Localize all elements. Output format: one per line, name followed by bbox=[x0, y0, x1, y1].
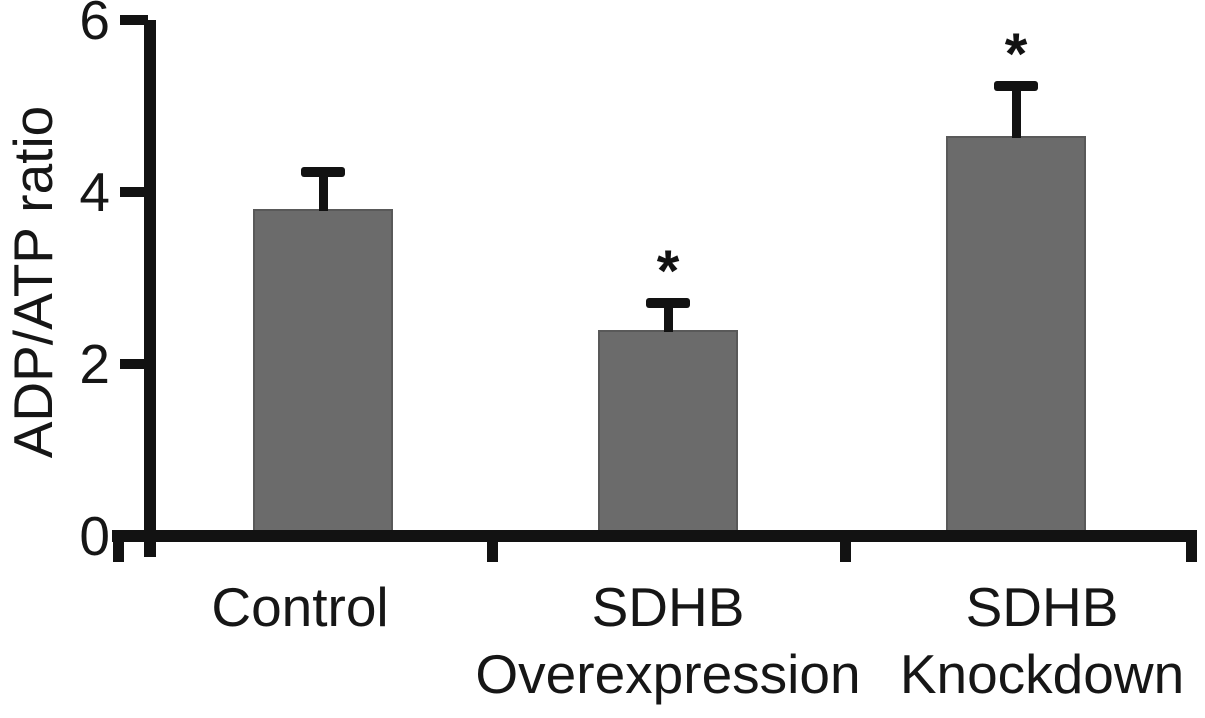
x-tick bbox=[1185, 530, 1197, 562]
error-bar-stem bbox=[663, 306, 673, 332]
y-tick bbox=[120, 359, 148, 369]
y-tick-label: 2 bbox=[79, 333, 110, 395]
y-tick bbox=[120, 15, 148, 25]
error-bar-stem bbox=[1011, 88, 1021, 139]
y-tick-label: 0 bbox=[79, 505, 110, 567]
y-tick-label: 6 bbox=[79, 0, 110, 51]
y-tick bbox=[120, 187, 148, 197]
bar-control bbox=[253, 209, 393, 540]
x-tick bbox=[112, 530, 124, 562]
error-bar-cap bbox=[994, 80, 1038, 91]
significance-asterisk: * bbox=[656, 239, 680, 305]
x-category-label: SDHB Knockdown bbox=[899, 576, 1185, 705]
y-axis-line bbox=[144, 20, 156, 557]
x-tick bbox=[486, 530, 498, 562]
bar-sdhb-overexpression bbox=[598, 329, 738, 540]
x-tick bbox=[839, 530, 851, 562]
error-bar-stem bbox=[318, 174, 328, 212]
x-category-label: Control bbox=[211, 576, 389, 638]
x-axis-line bbox=[112, 530, 1197, 542]
error-bar-cap bbox=[301, 166, 345, 177]
significance-asterisk: * bbox=[1004, 21, 1028, 87]
y-axis-title: ADP/ATP ratio bbox=[2, 105, 64, 459]
error-bar-cap bbox=[646, 298, 690, 309]
x-category-label: SDHB Overexpression bbox=[475, 576, 861, 705]
bar-sdhb-knockdown bbox=[946, 136, 1086, 540]
y-tick-label: 4 bbox=[79, 161, 110, 223]
